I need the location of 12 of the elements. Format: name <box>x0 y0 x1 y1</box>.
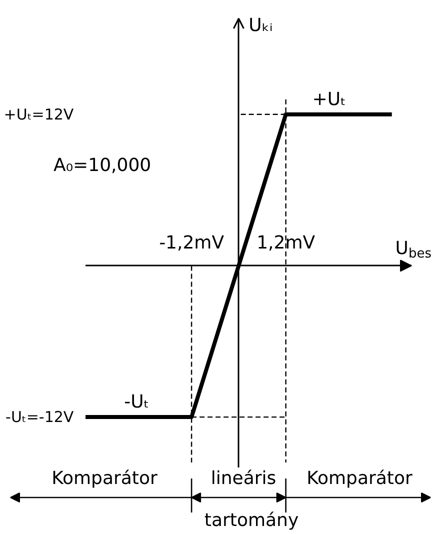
y-tick-label: +Uₜ=12V <box>4 105 74 124</box>
x-tick-label: -1,2mV <box>159 232 225 254</box>
annotation: +Uₜ <box>312 88 346 110</box>
text: tartomány <box>204 510 299 531</box>
text: Komparátor <box>306 468 414 489</box>
annotation: -Uₜ <box>124 392 150 413</box>
x-tick-label: 1,2mV <box>256 232 316 254</box>
annotation: A₀=10,000 <box>54 155 152 176</box>
y-axis-title: Uₖᵢ <box>248 15 273 36</box>
text: Komparátor <box>52 468 158 489</box>
y-tick-label: -Uₜ=-12V <box>6 408 74 426</box>
text: lineáris <box>210 468 276 489</box>
